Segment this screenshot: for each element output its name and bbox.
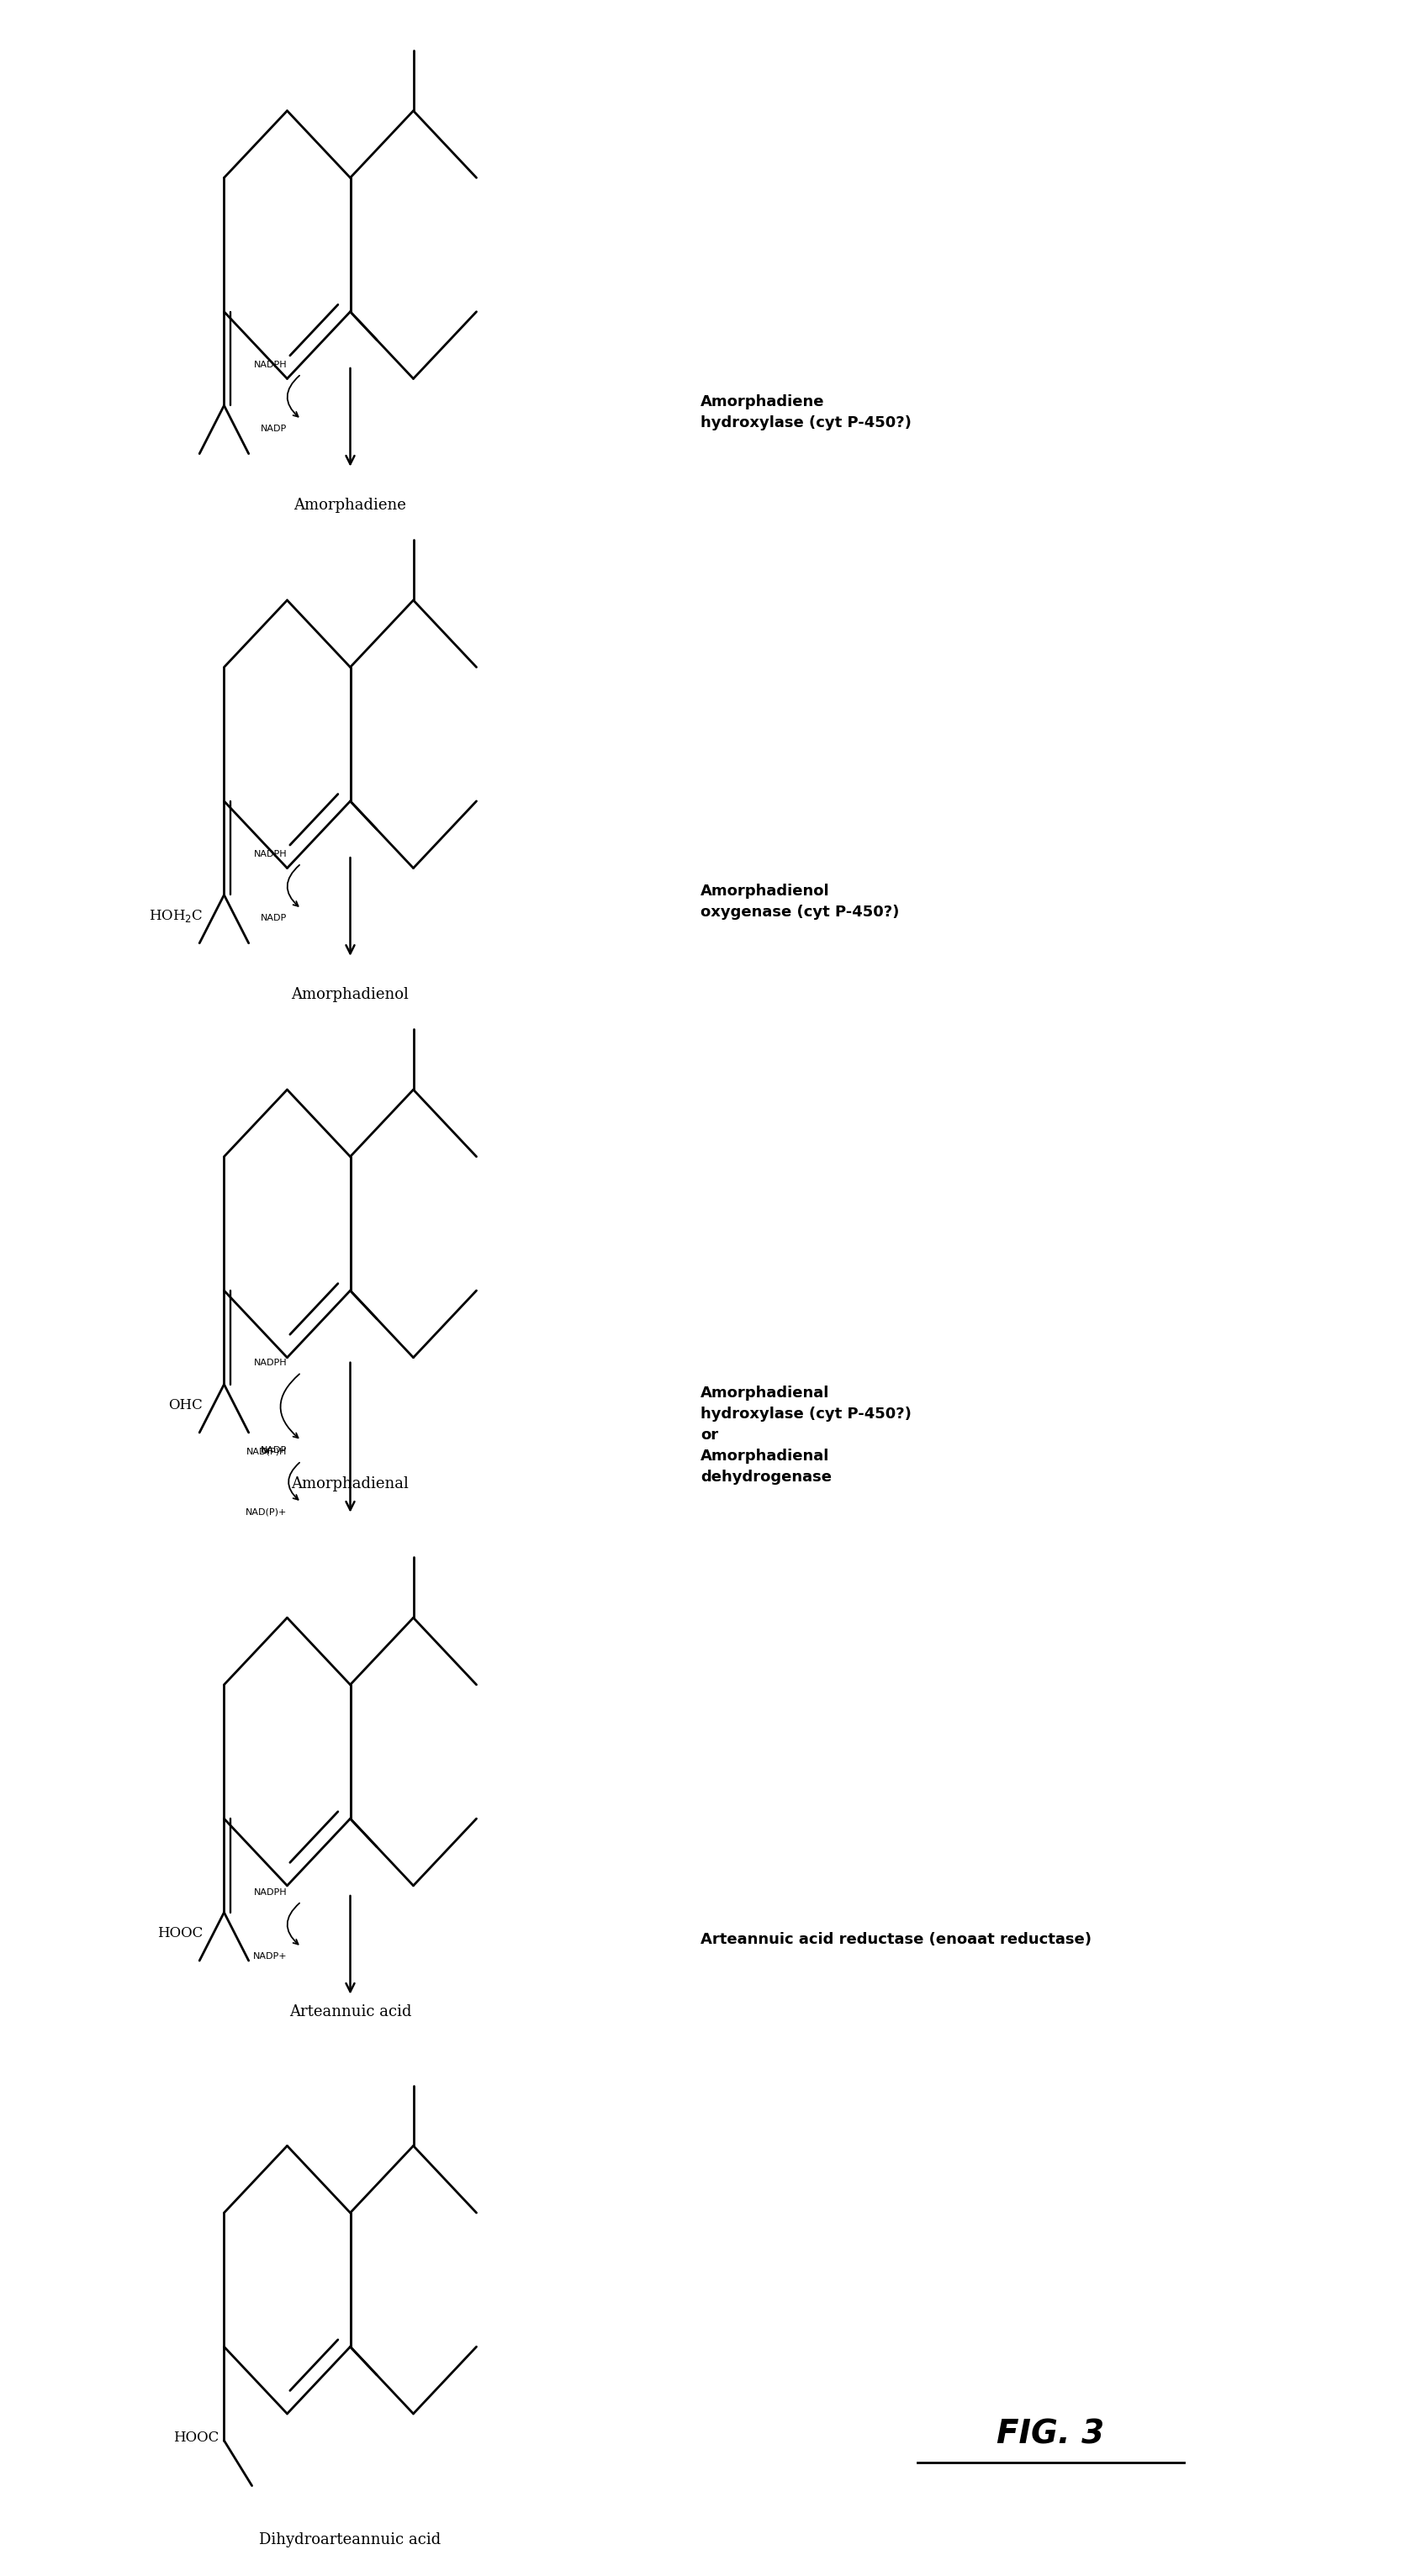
Text: HOH$_2$C: HOH$_2$C [149,907,203,925]
Text: Amorphadienal: Amorphadienal [291,1476,409,1492]
Text: NADP+: NADP+ [254,1953,287,1960]
Text: NADPH: NADPH [254,850,287,858]
Text: OHC: OHC [168,1399,203,1412]
Text: or: or [261,1445,272,1455]
Text: NAD(P)+: NAD(P)+ [245,1507,287,1515]
Text: NADPH: NADPH [254,361,287,368]
Text: NADPH: NADPH [254,1888,287,1896]
Text: HOOC: HOOC [174,2429,219,2445]
Text: NAD(P)H: NAD(P)H [247,1448,287,1455]
Text: Arteannuic acid reductase (enoaat reductase): Arteannuic acid reductase (enoaat reduct… [700,1932,1091,1947]
Text: NADPH: NADPH [254,1360,287,1368]
Text: Amorphadiene: Amorphadiene [294,497,406,513]
Text: NADP: NADP [261,914,287,922]
Text: NADP: NADP [261,1445,287,1453]
Text: HOOC: HOOC [157,1927,203,1940]
Text: Amorphadienol: Amorphadienol [291,987,409,1002]
Text: Amorphadiene
hydroxylase (cyt P-450?): Amorphadiene hydroxylase (cyt P-450?) [700,394,912,430]
Text: Amorphadienol
oxygenase (cyt P-450?): Amorphadienol oxygenase (cyt P-450?) [700,884,899,920]
Text: Amorphadienal
hydroxylase (cyt P-450?)
or
Amorphadienal
dehydrogenase: Amorphadienal hydroxylase (cyt P-450?) o… [700,1386,912,1484]
Text: Arteannuic acid: Arteannuic acid [289,2004,412,2020]
Text: NADP: NADP [261,425,287,433]
Text: Dihydroarteannuic acid: Dihydroarteannuic acid [259,2532,441,2548]
Text: FIG. 3: FIG. 3 [998,2419,1104,2450]
